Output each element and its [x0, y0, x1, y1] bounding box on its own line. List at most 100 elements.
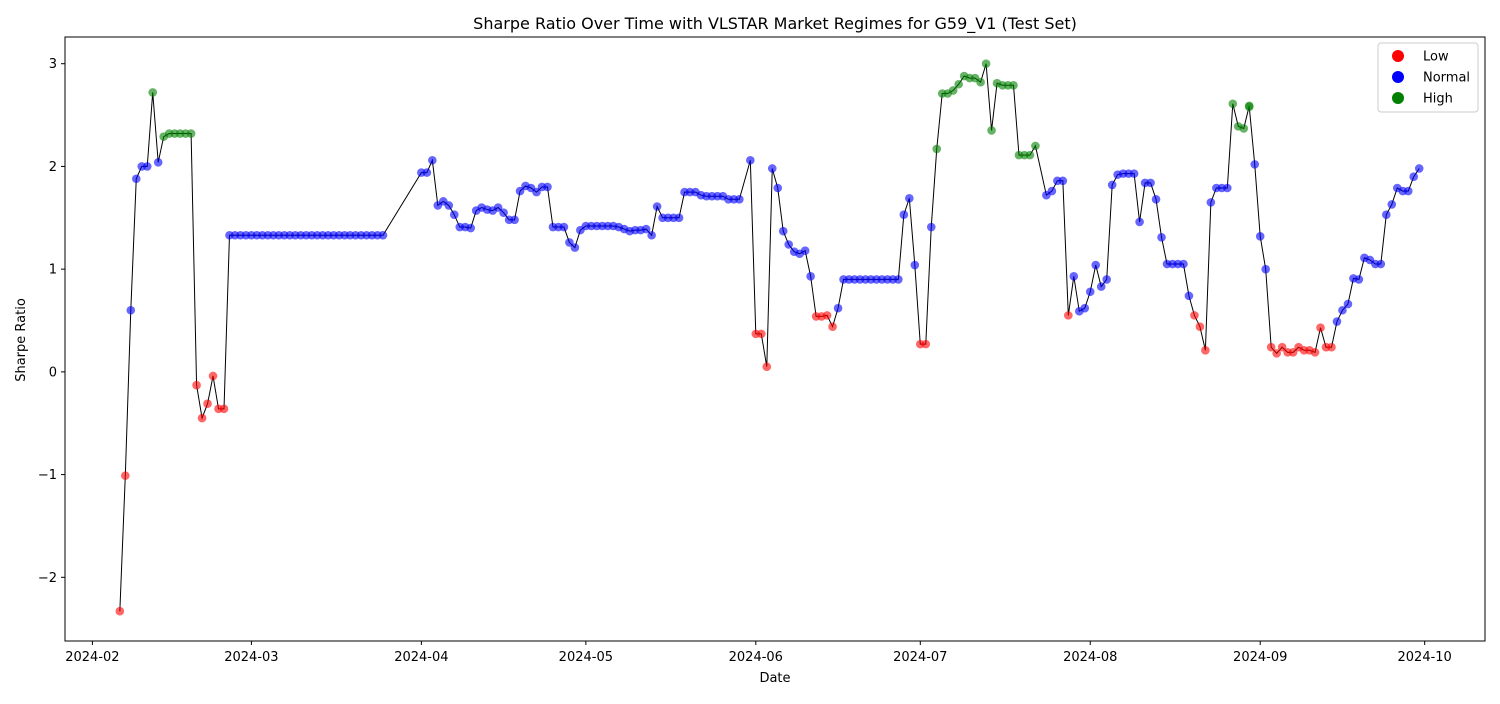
data-point-high — [1031, 141, 1040, 151]
data-point-normal — [1403, 186, 1413, 196]
data-point-normal — [466, 223, 476, 233]
data-point-low — [1277, 342, 1287, 352]
data-point-low — [219, 404, 229, 414]
data-point-normal — [1129, 169, 1139, 178]
data-point-normal — [153, 158, 163, 167]
data-point-normal — [510, 215, 519, 225]
data-point-low — [121, 471, 130, 480]
data-point-low — [756, 329, 766, 339]
data-point-normal — [674, 213, 684, 223]
data-point-normal — [1091, 260, 1101, 270]
data-point-low — [1266, 342, 1276, 352]
data-point-normal — [800, 246, 810, 255]
data-point-normal — [1414, 164, 1424, 173]
data-point-normal — [499, 208, 508, 217]
data-point-low — [1288, 348, 1298, 357]
data-point-normal — [422, 168, 432, 177]
legend-label-low: Low — [1423, 50, 1449, 65]
y-axis-label: Sharpe Ratio — [14, 298, 29, 382]
data-point-low — [1195, 322, 1205, 331]
data-point-high — [148, 88, 158, 97]
data-point-low — [822, 311, 832, 320]
legend: Low Normal High — [1377, 42, 1479, 113]
data-point-low — [1316, 323, 1325, 333]
data-point-low — [1201, 345, 1210, 355]
data-point-normal — [1069, 272, 1079, 281]
x-tick-label: 2024-05 — [559, 650, 613, 665]
data-point-low — [828, 322, 837, 331]
data-point-low — [115, 606, 125, 616]
data-point-normal — [735, 194, 744, 204]
data-point-high — [976, 77, 985, 87]
data-point-normal — [806, 272, 815, 281]
data-point-normal — [1332, 317, 1342, 326]
data-point-normal — [131, 174, 141, 184]
x-tick-label: 2024-04 — [394, 650, 448, 665]
data-point-normal — [1354, 275, 1364, 284]
data-point-low — [1064, 311, 1073, 320]
data-point-normal — [905, 193, 914, 203]
data-point-normal — [1206, 198, 1216, 207]
data-point-high — [987, 126, 996, 135]
data-point-normal — [833, 303, 843, 313]
data-point-high — [981, 59, 991, 69]
data-point-low — [192, 380, 201, 390]
data-point-low — [762, 362, 772, 372]
data-point-low — [208, 371, 218, 381]
series-low — [115, 311, 1336, 616]
data-point-high — [1025, 150, 1035, 160]
x-tick-label: 2024-02 — [65, 650, 119, 665]
data-point-normal — [570, 243, 580, 252]
data-point-low — [1310, 348, 1320, 357]
data-point-normal — [559, 222, 569, 232]
data-point-normal — [773, 183, 783, 193]
data-point-normal — [1338, 305, 1347, 315]
y-tick-label: 1 — [49, 263, 57, 278]
data-point-normal — [641, 224, 651, 234]
y-tick-label: 2 — [49, 160, 57, 175]
data-point-high — [186, 129, 196, 138]
data-points — [115, 59, 1424, 616]
data-point-normal — [1102, 275, 1111, 284]
data-point-normal — [565, 238, 574, 247]
data-point-normal — [1047, 186, 1057, 196]
data-point-normal — [1376, 259, 1386, 269]
data-point-high — [1009, 80, 1018, 90]
data-point-normal — [1080, 303, 1090, 313]
data-point-normal — [647, 230, 656, 240]
x-tick-label: 2024-08 — [1063, 650, 1117, 665]
data-point-high — [932, 144, 942, 154]
data-point-normal — [1157, 233, 1166, 242]
y-tick-label: 3 — [49, 57, 57, 72]
data-point-normal — [1146, 178, 1155, 188]
data-point-normal — [444, 201, 454, 210]
data-point-normal — [378, 230, 388, 240]
data-point-normal — [778, 226, 788, 236]
series-normal — [126, 155, 1424, 326]
data-point-normal — [1058, 176, 1068, 186]
data-point-normal — [926, 222, 936, 232]
data-point-high — [948, 86, 958, 95]
data-point-normal — [746, 155, 755, 165]
data-point-low — [921, 339, 931, 349]
data-point-high — [1244, 102, 1254, 112]
data-point-normal — [1255, 231, 1265, 241]
legend-marker-low — [1392, 50, 1404, 62]
data-point-normal — [1184, 291, 1194, 301]
data-point-normal — [1261, 264, 1270, 274]
x-axis-label: Date — [759, 671, 790, 686]
y-tick-label: −1 — [38, 468, 57, 483]
data-point-normal — [894, 275, 903, 284]
data-point-normal — [532, 187, 541, 197]
data-point-normal — [1223, 183, 1232, 193]
data-point-low — [1272, 349, 1281, 358]
data-point-normal — [910, 260, 920, 270]
data-point-normal — [1343, 299, 1353, 309]
legend-label-normal: Normal — [1423, 71, 1470, 86]
data-point-normal — [784, 240, 794, 249]
data-point-low — [197, 413, 207, 423]
x-tick-label: 2024-06 — [729, 650, 783, 665]
data-point-normal — [142, 162, 152, 171]
data-point-normal — [1151, 194, 1161, 204]
